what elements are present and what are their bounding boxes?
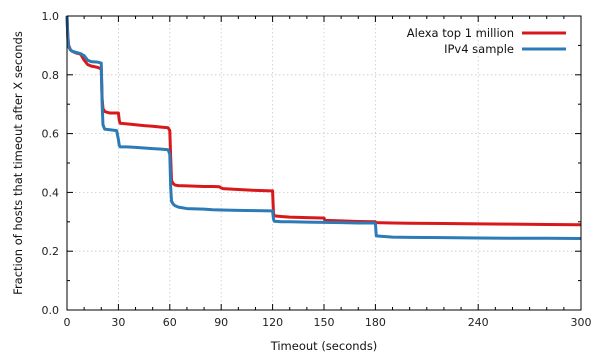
series-line-ipv4	[65, 15, 582, 241]
legend-label-ipv4: IPv4 sample	[444, 42, 514, 56]
series-lines	[65, 15, 582, 241]
x-tick-label: 180	[365, 316, 386, 329]
y-tick-label: 0.8	[42, 69, 60, 82]
y-axis-title: Fraction of hosts that timeout after X s…	[11, 31, 25, 295]
y-tick-labels: 0.0 0.2 0.4 0.6 0.8 1.0	[42, 10, 60, 317]
legend-label-alexa: Alexa top 1 million	[407, 26, 514, 40]
x-tick-labels: 0 30 60 90 120 150 180 240 300	[64, 316, 592, 329]
legend: Alexa top 1 million IPv4 sample	[407, 26, 566, 56]
x-tick-label: 90	[214, 316, 228, 329]
x-tick-label: 30	[111, 316, 125, 329]
grid	[67, 16, 581, 310]
y-tick-label: 0.6	[42, 128, 60, 141]
y-tick-label: 0.0	[42, 304, 60, 317]
x-axis-title: Timeout (seconds)	[270, 339, 378, 353]
x-tick-label: 60	[163, 316, 177, 329]
x-tick-label: 240	[468, 316, 489, 329]
x-tick-label: 120	[262, 316, 283, 329]
x-tick-label: 0	[64, 316, 71, 329]
y-tick-label: 0.2	[42, 245, 60, 258]
y-tick-label: 1.0	[42, 10, 60, 23]
x-tick-label: 300	[571, 316, 592, 329]
x-tick-label: 150	[314, 316, 335, 329]
y-tick-label: 0.4	[42, 186, 60, 199]
plot-frame	[66, 15, 582, 311]
